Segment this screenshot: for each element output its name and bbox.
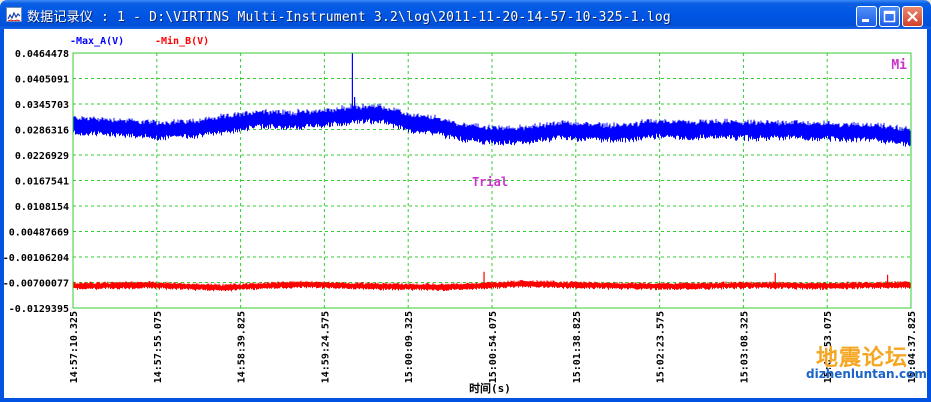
watermark-url: dizhenluntan.com — [806, 367, 927, 381]
minimize-icon — [862, 19, 869, 22]
x-tick-label: 15:00:54.075 — [488, 311, 499, 383]
x-tick-label: 15:03:08.325 — [739, 311, 750, 383]
chart-area — [4, 29, 927, 398]
close-button[interactable] — [902, 6, 923, 27]
x-axis-ticks: 14:57:10.325 14:57:55.075 14:58:39.825 14:5… — [69, 311, 918, 383]
legend: -Max_A(V) -Min_B(V) — [70, 35, 209, 47]
y-tick-label: 0.0345703 — [15, 100, 69, 111]
trial-annotation: Trial — [472, 175, 508, 189]
y-tick-label: 0.0464478 — [15, 49, 69, 60]
y-tick-label: 0.0167541 — [15, 177, 69, 188]
watermark: 地震论坛 dizhenluntan.com — [806, 340, 927, 385]
minimize-button[interactable] — [856, 6, 877, 27]
y-tick-label: 0.0226929 — [15, 151, 69, 162]
maximize-icon — [883, 10, 896, 23]
x-tick-label: 14:57:10.325 — [69, 311, 80, 383]
window-title: 数据记录仪 : 1 - D:\VIRTINS Multi-Instrument … — [27, 10, 671, 25]
window-frame-bottom — [0, 398, 931, 402]
mi-annotation: Mi — [891, 58, 907, 73]
y-tick-label: 0.00487669 — [9, 228, 69, 239]
x-tick-label: 15:03:53.075 — [823, 311, 834, 383]
app-chart-icon[interactable] — [6, 7, 22, 22]
plot-border — [72, 52, 912, 309]
window-frame-right — [927, 29, 931, 402]
window-frame-left — [0, 29, 4, 402]
y-tick-label: 0.0108154 — [15, 202, 69, 213]
title-bar[interactable]: 数据记录仪 : 1 - D:\VIRTINS Multi-Instrument … — [0, 0, 931, 29]
x-tick-label: 14:57:55.075 — [153, 311, 164, 383]
close-icon — [907, 11, 918, 22]
series-layer — [72, 53, 912, 292]
x-tick-label: 15:00:09.325 — [404, 311, 415, 383]
series-line-Max_A(V) — [72, 103, 912, 147]
x-tick-label: 15:02:23.575 — [656, 311, 667, 383]
y-tick-label: 0.0405091 — [15, 75, 69, 86]
x-tick-label: 15:01:38.825 — [572, 311, 583, 383]
x-tick-label: 14:59:24.575 — [320, 311, 331, 383]
maximize-button[interactable] — [879, 6, 900, 27]
watermark-text-cn: 地震论坛 — [816, 346, 909, 371]
y-tick-label: -0.00700077 — [3, 279, 69, 290]
x-tick-label: 14:58:39.825 — [237, 311, 248, 383]
y-tick-label: 0.0286316 — [15, 126, 69, 137]
x-axis-label: 时间(s) — [469, 381, 511, 395]
y-tick-label: -0.00106204 — [3, 253, 69, 264]
legend-entry: -Min_B(V) — [155, 35, 209, 47]
series-line-Min_B(V) — [72, 279, 912, 292]
legend-entry: -Max_A(V) — [70, 36, 124, 47]
y-axis-ticks: 0.0464478 0.0405091 0.0345703 0.0286316 0.02… — [3, 49, 69, 315]
y-tick-label: -0.0129395 — [9, 304, 69, 315]
x-tick-label: 15:04:37.825 — [907, 311, 918, 383]
